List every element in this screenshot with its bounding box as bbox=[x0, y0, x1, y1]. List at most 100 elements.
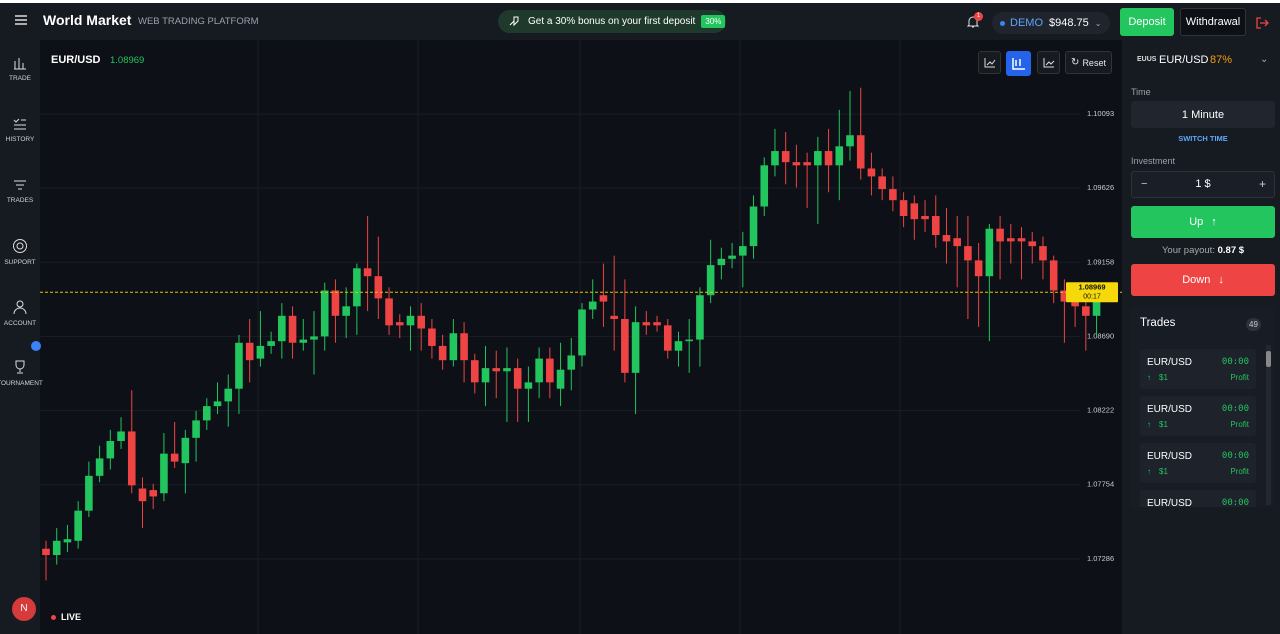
candle-body bbox=[224, 388, 233, 402]
trade-result: Profit bbox=[1230, 373, 1249, 382]
candle-chart-button[interactable] bbox=[1006, 51, 1031, 76]
trade-item[interactable]: EUR/USD 00:00 ↑ $1 Profit bbox=[1140, 443, 1256, 483]
chart-price: 1.08969 bbox=[110, 55, 145, 66]
payout-percent: 87% bbox=[1210, 54, 1233, 66]
candle-body bbox=[921, 216, 929, 220]
candle-body bbox=[953, 238, 961, 247]
candle-body bbox=[52, 540, 61, 556]
trade-panel: EUUS EUR/USD 87% ⌄ Time 1 Minute SWITCH … bbox=[1122, 40, 1280, 634]
candle-body bbox=[342, 306, 350, 316]
candle-body bbox=[353, 268, 361, 307]
v-grid bbox=[257, 40, 901, 634]
top-bar: World Market WEB TRADING PLATFORM Get a … bbox=[0, 0, 1280, 40]
candle-body bbox=[974, 260, 983, 277]
account-selector[interactable]: DEMO $948.75 ⌄ bbox=[992, 12, 1110, 34]
candle-body bbox=[910, 203, 919, 220]
nav-history[interactable]: HISTORY bbox=[0, 117, 40, 143]
nav-trades[interactable]: TRADES bbox=[0, 178, 40, 204]
candle-body bbox=[267, 341, 275, 346]
candle-body bbox=[245, 342, 254, 361]
candle-body bbox=[1082, 306, 1090, 316]
candle-body bbox=[288, 315, 297, 343]
minus-button[interactable]: − bbox=[1141, 178, 1148, 190]
down-button[interactable]: Down ↓ bbox=[1131, 264, 1275, 296]
candle-body bbox=[181, 437, 190, 464]
plus-button[interactable]: + bbox=[1258, 177, 1266, 191]
trade-time: 00:00 bbox=[1221, 498, 1249, 507]
candle-body bbox=[835, 146, 844, 166]
avatar[interactable]: N bbox=[12, 597, 36, 621]
candle-body bbox=[1092, 301, 1101, 316]
y-tick-label: 1.07286 bbox=[1087, 554, 1114, 563]
candle-body bbox=[85, 475, 93, 511]
live-indicator: LIVE bbox=[51, 612, 81, 622]
candle-body bbox=[856, 135, 865, 169]
candle-body bbox=[299, 339, 308, 343]
y-tick-label: 1.08222 bbox=[1087, 406, 1114, 415]
candle-body bbox=[567, 355, 576, 370]
candle-body bbox=[985, 228, 994, 277]
payout-value: 0.87 $ bbox=[1217, 245, 1245, 256]
deposit-button[interactable]: Deposit bbox=[1120, 8, 1174, 36]
candle-body bbox=[213, 401, 222, 407]
candle-body bbox=[749, 206, 758, 247]
line-chart-button[interactable] bbox=[1037, 51, 1060, 74]
trade-time: 00:00 bbox=[1221, 451, 1249, 461]
candle-body bbox=[964, 246, 972, 261]
candle-body bbox=[406, 315, 415, 326]
reset-label: Reset bbox=[1082, 57, 1106, 68]
candle-body bbox=[138, 488, 147, 502]
candle-body bbox=[395, 322, 404, 326]
candle-body bbox=[996, 228, 1004, 242]
trade-time: 00:00 bbox=[1221, 357, 1249, 367]
promo-banner[interactable]: Get a 30% bonus on your first deposit 30… bbox=[498, 10, 726, 33]
nav-account[interactable]: ACCOUNT bbox=[0, 299, 40, 327]
dropdown-icon[interactable]: ⌄ bbox=[1260, 54, 1269, 65]
trade-item[interactable]: EUR/USD 00:00 bbox=[1140, 490, 1256, 507]
pair[interactable]: EUR/USD bbox=[1159, 54, 1209, 66]
nav-label: TOURNAMENT bbox=[0, 380, 43, 387]
up-button[interactable]: Up ↑ bbox=[1131, 206, 1275, 238]
candle-body bbox=[417, 315, 425, 329]
trade-amount: $1 bbox=[1159, 373, 1168, 382]
price-tag bbox=[1066, 282, 1118, 303]
trade-item[interactable]: EUR/USD 00:00 ↑ $1 Profit bbox=[1140, 396, 1256, 436]
candle-body bbox=[889, 189, 897, 201]
nav-label: HISTORY bbox=[5, 136, 35, 143]
arrow-icon: ↑ bbox=[1147, 467, 1151, 476]
candle-body bbox=[149, 490, 157, 497]
notification-count: 1 bbox=[974, 12, 983, 21]
area-chart-button[interactable] bbox=[978, 51, 1001, 74]
y-tick-label: 1.09158 bbox=[1087, 257, 1114, 266]
candle-body bbox=[374, 276, 383, 299]
candle-body bbox=[74, 510, 82, 541]
candle-body bbox=[588, 301, 597, 310]
candle-body bbox=[674, 341, 683, 351]
withdrawal-button[interactable]: Withdrawal bbox=[1180, 8, 1246, 36]
logout-icon[interactable] bbox=[1256, 17, 1269, 29]
candle-body bbox=[1007, 238, 1015, 242]
menu-icon[interactable] bbox=[14, 13, 28, 27]
trade-item[interactable]: EUR/USD 00:00 ↑ $1 Profit bbox=[1140, 349, 1256, 389]
nav-trade[interactable]: TRADE bbox=[0, 56, 40, 82]
trade-amount: $1 bbox=[1159, 420, 1168, 429]
switch-time[interactable]: SWITCH TIME bbox=[1178, 134, 1228, 143]
time-select[interactable]: 1 Minute bbox=[1131, 101, 1275, 128]
candle-body bbox=[578, 309, 586, 356]
nav-tournament[interactable]: TOURNAMENT bbox=[0, 359, 48, 387]
candle-body bbox=[621, 318, 629, 373]
reset-button[interactable]: ↻ Reset bbox=[1065, 51, 1112, 74]
candle-body bbox=[492, 368, 501, 372]
trades-list: EUR/USD 00:00 ↑ $1 Profit EUR/USD 00:00 ↑ $1 Prof… bbox=[1122, 307, 1272, 507]
nav-support[interactable]: SUPPORT bbox=[0, 238, 40, 266]
trades-title: Trades bbox=[1140, 317, 1176, 329]
candle-body bbox=[867, 168, 876, 177]
up-label: Up bbox=[1189, 216, 1204, 228]
candle-body bbox=[385, 298, 393, 326]
candle-body bbox=[803, 162, 811, 166]
trades-count: 49 bbox=[1246, 318, 1261, 331]
candle-body bbox=[1049, 260, 1058, 291]
trade-result: Profit bbox=[1230, 467, 1249, 476]
scrollbar[interactable] bbox=[1266, 345, 1271, 505]
investment-input[interactable]: − 1 $ + bbox=[1131, 171, 1275, 198]
